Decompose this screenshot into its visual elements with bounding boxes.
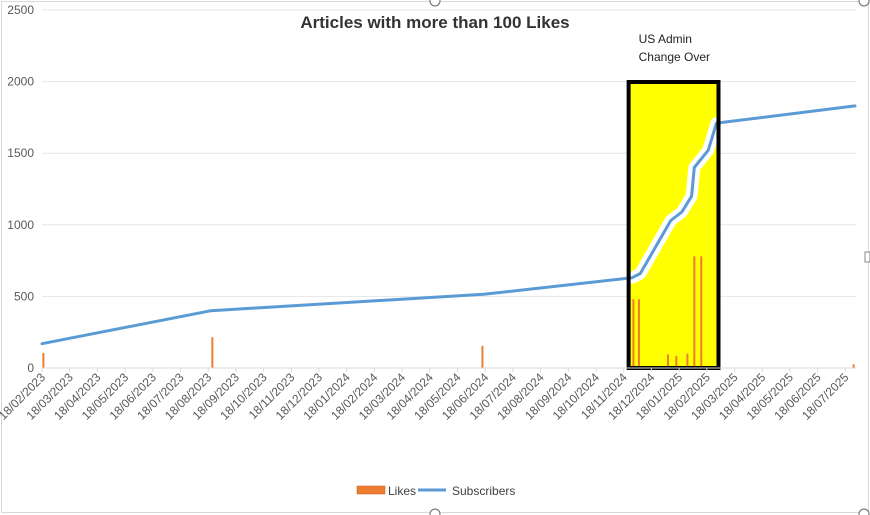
likes-bar [211,337,214,368]
likes-bar [852,364,855,368]
likes-bar [675,355,678,368]
y-tick-label: 500 [14,289,34,303]
likes-bar [637,299,640,368]
annotation-line2: Change Over [639,50,710,64]
y-tick-label: 1000 [7,218,34,232]
likes-bar [42,352,45,368]
likes-bar [693,256,696,368]
resize-handle-right[interactable] [864,251,870,263]
resize-handle-top-right[interactable] [858,0,870,7]
likes-bar [667,354,670,368]
y-tick-label: 1500 [7,146,34,160]
resize-handle-bottom[interactable] [429,508,441,515]
legend-likes-label: Likes [388,484,416,498]
legend-subscribers-label: Subscribers [452,484,515,498]
subscribers-line [40,104,857,346]
y-tick-label: 2500 [7,3,34,17]
y-axis-ticks: 0 500 1000 1500 2000 2500 [7,3,34,375]
legend[interactable]: Likes Subscribers [356,484,515,498]
resize-handle-bottom-right[interactable] [858,508,870,515]
y-tick-label: 0 [27,361,34,375]
gridlines [42,9,856,297]
resize-handle-top[interactable] [429,0,441,7]
likes-bar [481,345,484,368]
chart-title: Articles with more than 100 Likes [300,13,569,32]
likes-bars [42,256,855,368]
annotation-line1: US Admin [639,32,692,46]
likes-bar [700,256,703,368]
likes-bar [632,299,635,368]
likes-bar [686,353,689,368]
x-axis-ticks: 18/02/202318/03/202318/04/202318/05/2023… [0,368,852,423]
y-tick-label: 2000 [7,75,34,89]
legend-likes-swatch [356,485,386,495]
